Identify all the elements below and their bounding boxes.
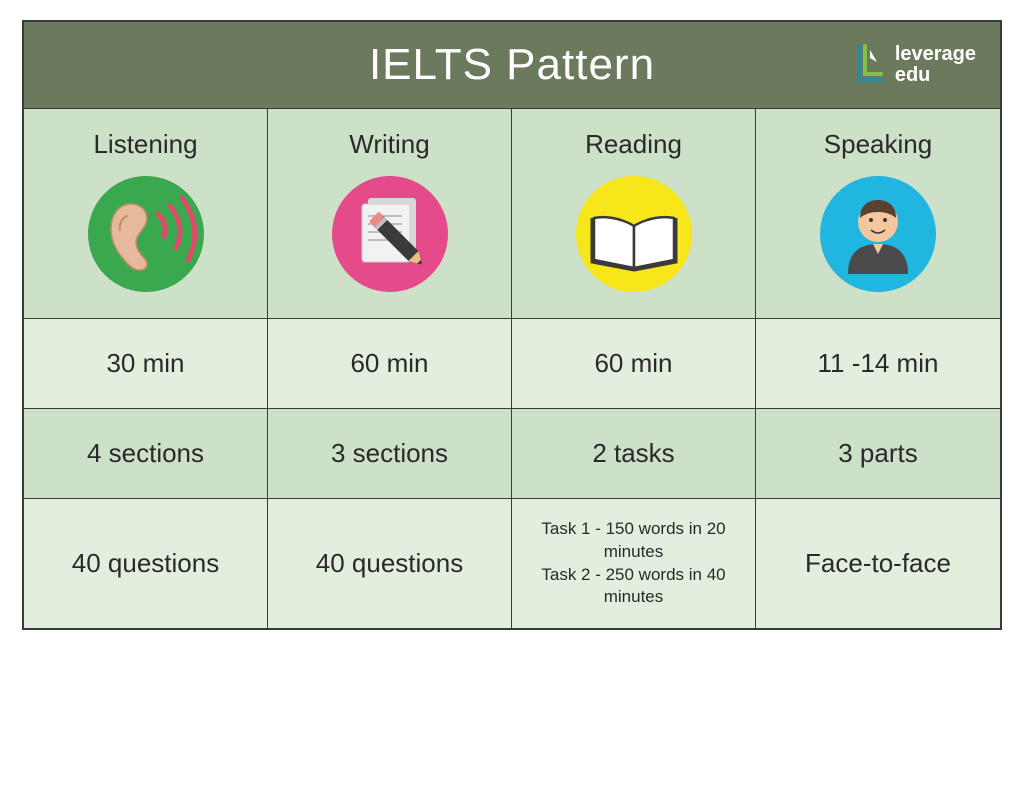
col-title-listening: Listening: [93, 129, 197, 160]
person-icon: [818, 174, 938, 294]
book-icon: [574, 174, 694, 294]
detail-writing: 40 questions: [268, 498, 512, 628]
col-reading: Reading: [512, 108, 756, 318]
logo-mark-icon: [855, 44, 889, 86]
detail-reading: Task 1 - 150 words in 20 minutes Task 2 …: [512, 498, 756, 628]
col-speaking: Speaking: [756, 108, 1000, 318]
detail-speaking: Face-to-face: [756, 498, 1000, 628]
structure-row: 4 sections 3 sections 2 tasks 3 parts: [24, 408, 1000, 498]
header-bar: IELTS Pattern leverage edu: [24, 22, 1000, 108]
structure-listening: 4 sections: [24, 408, 268, 498]
duration-reading: 60 min: [512, 318, 756, 408]
ear-icon: [86, 174, 206, 294]
duration-row: 30 min 60 min 60 min 11 -14 min: [24, 318, 1000, 408]
detail-row: 40 questions 40 questions Task 1 - 150 w…: [24, 498, 1000, 628]
duration-speaking: 11 -14 min: [756, 318, 1000, 408]
structure-reading: 2 tasks: [512, 408, 756, 498]
duration-listening: 30 min: [24, 318, 268, 408]
pencil-paper-icon: [330, 174, 450, 294]
col-title-writing: Writing: [349, 129, 429, 160]
logo-line2: edu: [895, 65, 976, 86]
col-listening: Listening: [24, 108, 268, 318]
structure-writing: 3 sections: [268, 408, 512, 498]
col-title-speaking: Speaking: [824, 129, 932, 160]
detail-listening: 40 questions: [24, 498, 268, 628]
col-title-reading: Reading: [585, 129, 682, 160]
col-writing: Writing: [268, 108, 512, 318]
logo-line1: leverage: [895, 44, 976, 65]
logo-text: leverage edu: [895, 44, 976, 86]
brand-logo: leverage edu: [855, 44, 976, 86]
page-title: IELTS Pattern: [369, 40, 655, 90]
duration-writing: 60 min: [268, 318, 512, 408]
ielts-pattern-table: IELTS Pattern leverage edu Listening: [22, 20, 1002, 630]
column-headers-row: Listening Writing: [24, 108, 1000, 318]
structure-speaking: 3 parts: [756, 408, 1000, 498]
